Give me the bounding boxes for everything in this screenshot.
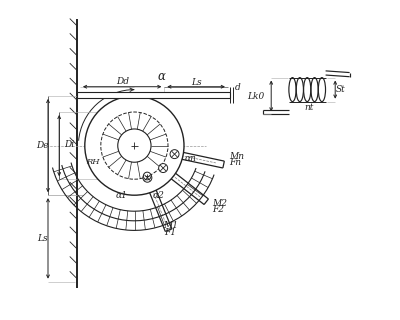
Text: α2: α2 xyxy=(152,191,164,200)
Text: αn: αn xyxy=(184,154,196,163)
Text: RH: RH xyxy=(86,158,100,166)
Circle shape xyxy=(159,164,168,172)
Circle shape xyxy=(170,150,179,159)
Text: De: De xyxy=(36,141,48,150)
Text: F2: F2 xyxy=(212,205,224,214)
Text: M1: M1 xyxy=(163,221,178,230)
Text: d: d xyxy=(234,83,240,92)
Text: St: St xyxy=(336,85,346,94)
Bar xyxy=(77,92,230,98)
Text: Lk0: Lk0 xyxy=(247,92,264,100)
Text: M2: M2 xyxy=(212,199,227,208)
Text: Ls: Ls xyxy=(37,234,48,243)
Text: F1: F1 xyxy=(164,228,176,237)
Text: Ls: Ls xyxy=(191,78,202,87)
Circle shape xyxy=(85,96,184,195)
Text: α: α xyxy=(158,70,166,83)
Text: Mn: Mn xyxy=(229,152,244,161)
Text: α1: α1 xyxy=(116,191,128,200)
Text: Di: Di xyxy=(64,140,74,148)
Circle shape xyxy=(143,173,152,182)
Text: Dd: Dd xyxy=(116,77,129,86)
Circle shape xyxy=(118,129,151,162)
Text: Fn: Fn xyxy=(229,157,241,166)
Circle shape xyxy=(143,172,151,180)
Text: nt: nt xyxy=(304,103,314,112)
